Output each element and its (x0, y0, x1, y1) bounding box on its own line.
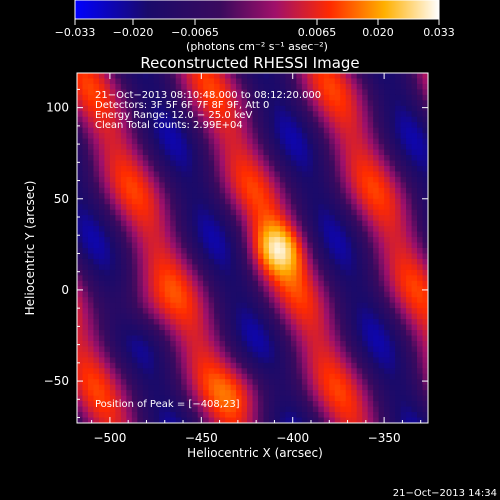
annotation-line: Energy Range: 12.0 − 25.0 keV (95, 110, 252, 121)
colorbar-tick-label: 0.0065 (298, 26, 337, 39)
colorbar-ticks (74, 19, 440, 25)
colorbar-tick-label: −0.033 (55, 26, 96, 39)
y-tick-label: 0 (61, 283, 69, 297)
y-tick-label: 50 (54, 192, 69, 206)
annotation-line: Detectors: 3F 5F 6F 7F 8F 9F, Att 0 (95, 100, 269, 111)
y-tick-label: 100 (46, 101, 69, 115)
x-tick-label: −400 (276, 431, 309, 445)
y-axis-label: Heliocentric Y (arcsec) (23, 181, 37, 316)
x-tick-label: −450 (185, 431, 218, 445)
annotation-line: 21−Oct−2013 08:10:48.000 to 08:12:20.000 (95, 90, 321, 101)
annotation-block: 21−Oct−2013 08:10:48.000 to 08:12:20.000… (95, 90, 321, 131)
colorbar-tick-label: 0.033 (423, 26, 455, 39)
colorbar-unit-label: (photons cm⁻² s⁻¹ asec⁻²) (186, 40, 328, 53)
x-tick-label: −350 (368, 431, 401, 445)
colorbar (74, 0, 440, 20)
x-axis-label: Heliocentric X (arcsec) (187, 446, 323, 460)
peak-position-label: Position of Peak = [−408,23] (95, 399, 240, 410)
colorbar-tick-label: −0.0065 (171, 26, 219, 39)
colorbar-tick-label: −0.020 (113, 26, 154, 39)
plot-frame (76, 72, 429, 424)
x-axis: −500 −450 −400 −350 (91, 73, 422, 445)
y-axis: −50 0 50 100 (44, 88, 428, 419)
chart-title: Reconstructed RHESSI Image (140, 54, 359, 72)
x-tick-label: −500 (93, 431, 126, 445)
y-tick-label: −50 (44, 374, 69, 388)
heatmap-image (77, 73, 428, 423)
annotation-line: Clean Total counts: 2.99E+04 (95, 120, 243, 131)
colorbar-tick-label: 0.020 (362, 26, 394, 39)
footer-timestamp: 21−Oct−2013 14:34 (393, 488, 497, 499)
